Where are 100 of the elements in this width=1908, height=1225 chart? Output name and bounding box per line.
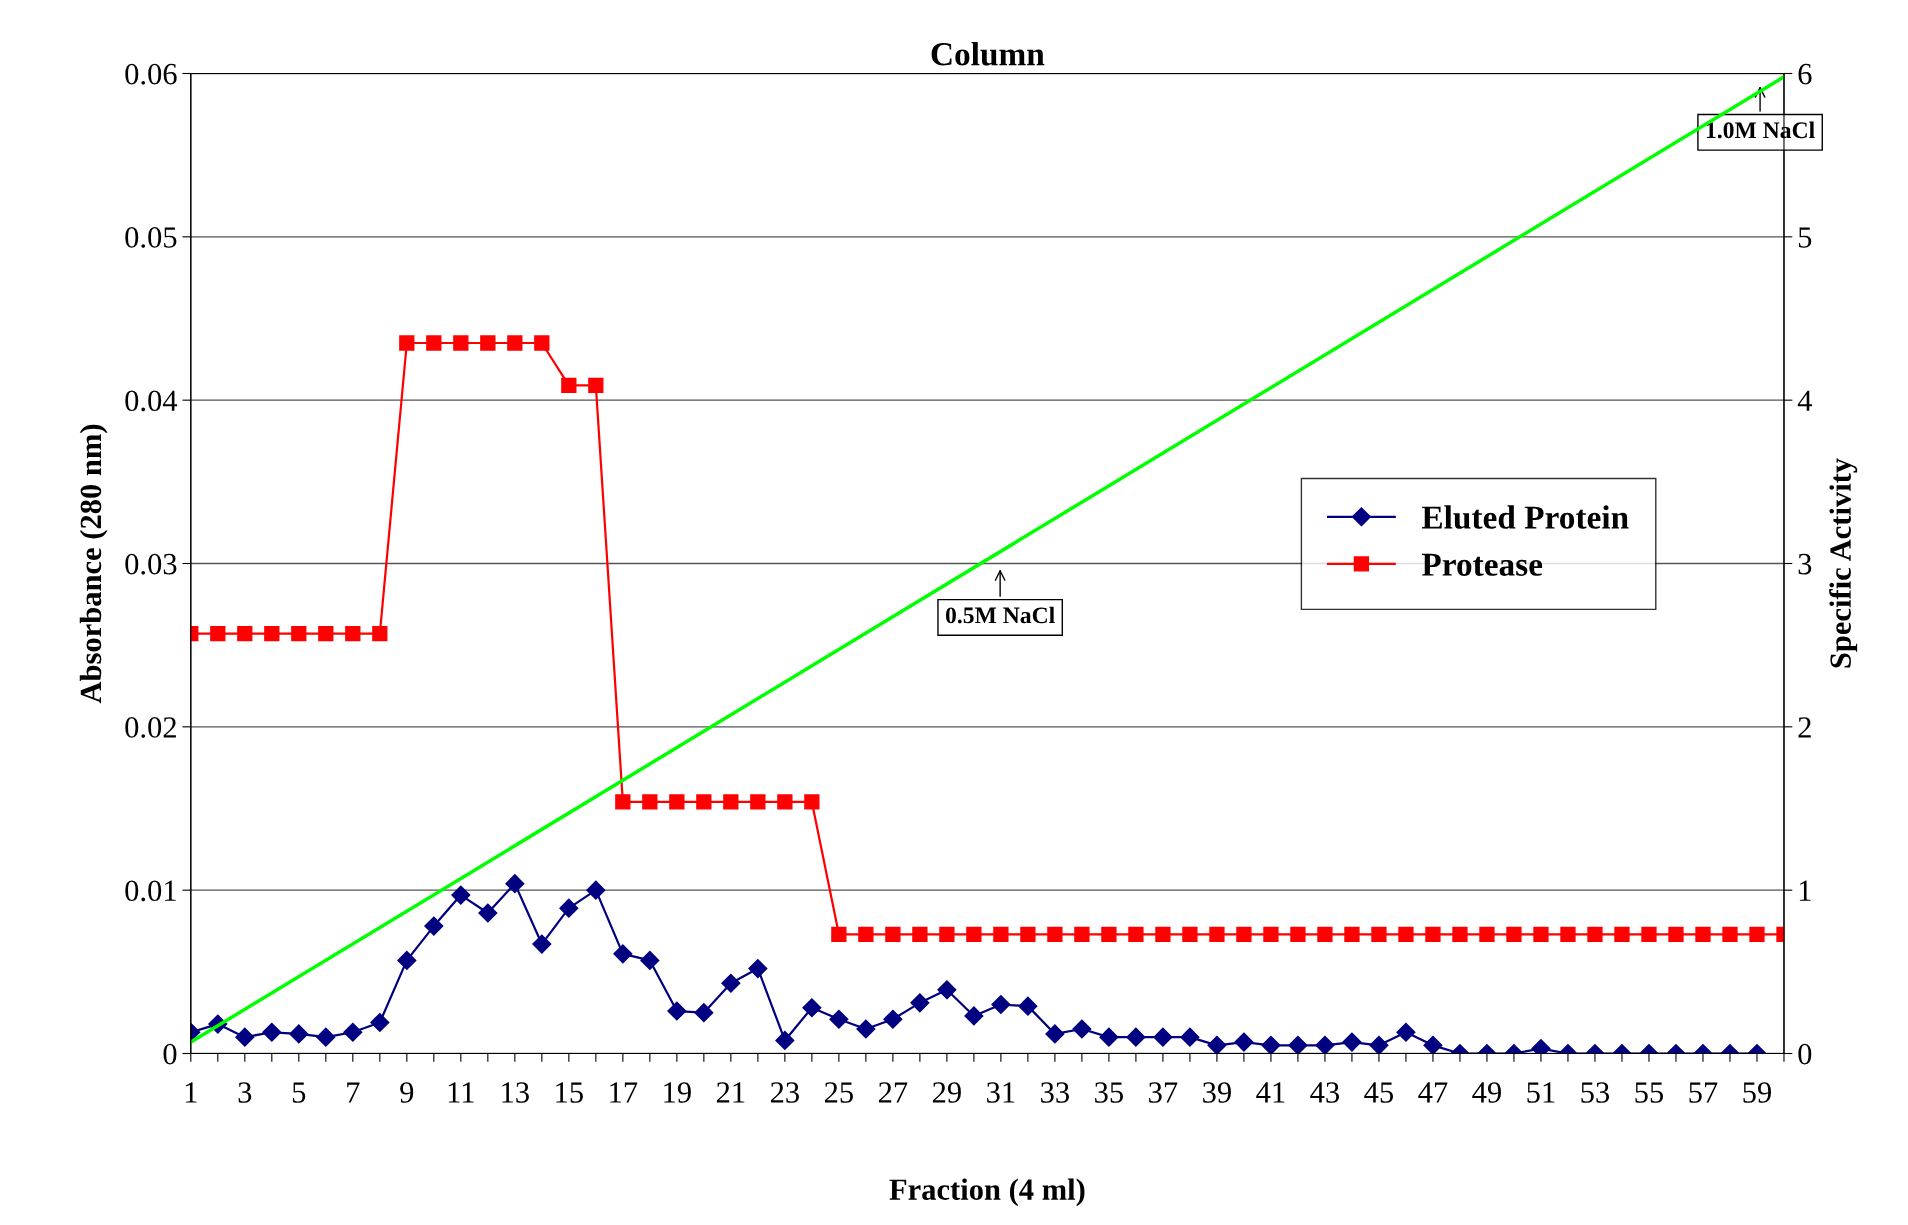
point (318, 626, 334, 642)
y-tick-label: 0.03 (125, 553, 177, 575)
point (1236, 926, 1252, 942)
point (1587, 926, 1603, 942)
point (1207, 1035, 1227, 1054)
y-tick-label: 0.01 (125, 880, 176, 902)
x-tick-label: 35 (1095, 1082, 1123, 1103)
point (804, 794, 820, 810)
legend-label: Eluted Protein (1421, 505, 1629, 529)
point (532, 934, 552, 954)
x-tick-label: 27 (878, 1082, 908, 1103)
point (723, 794, 739, 810)
x-tick-label: 17 (610, 1082, 638, 1103)
point (1209, 926, 1225, 942)
point (669, 794, 685, 810)
point (939, 926, 955, 942)
x-tick-label: 37 (1149, 1082, 1178, 1103)
x-tick-label: 43 (1310, 1082, 1340, 1103)
point (802, 998, 822, 1018)
point (966, 926, 982, 942)
point (667, 1001, 687, 1021)
point (1180, 1027, 1200, 1047)
point (399, 335, 415, 351)
y2-tick-label: 3 (1798, 553, 1812, 575)
point (1182, 926, 1198, 942)
y2-tick-label: 4 (1797, 390, 1812, 411)
x-tick-label: 29 (932, 1082, 961, 1103)
y-tick-label: 0.04 (125, 390, 178, 412)
point (1371, 926, 1387, 942)
point (910, 993, 930, 1013)
point (856, 1019, 876, 1039)
y-tick-label: 0.02 (125, 717, 176, 738)
point (210, 626, 226, 642)
y-axis-title: Absorbance (280 nm) (79, 424, 108, 704)
point (235, 1027, 255, 1047)
y2-axis-title: Specific Activity (1829, 458, 1858, 668)
point (1099, 1027, 1119, 1047)
x-tick-label: 33 (1041, 1082, 1069, 1103)
x-tick-label: 23 (770, 1082, 799, 1103)
point (937, 980, 957, 1000)
point (559, 898, 579, 918)
x-tick-label: 31 (987, 1082, 1015, 1103)
point (1020, 926, 1036, 942)
point (343, 1022, 363, 1042)
point (1641, 926, 1657, 942)
point (885, 926, 901, 942)
x-tick-label: 3 (238, 1082, 252, 1103)
chart-title: Column (931, 42, 1045, 66)
point (696, 794, 712, 810)
point (372, 626, 388, 642)
annotation: 0.5M NaCl (945, 606, 1055, 624)
x-tick-label: 9 (400, 1082, 414, 1103)
point (1722, 926, 1738, 942)
x-tick-label: 51 (1527, 1082, 1555, 1103)
y2-tick-label: 0 (1798, 1043, 1812, 1065)
point (1398, 926, 1414, 942)
point (775, 1030, 795, 1050)
point (912, 926, 928, 942)
point (237, 626, 253, 642)
point (640, 950, 660, 970)
point (883, 1009, 903, 1029)
x-axis-title: Fraction (4 ml) (889, 1178, 1085, 1207)
y2-tick-label: 1 (1799, 880, 1811, 901)
legend-label: Protease (1421, 553, 1543, 576)
point (1452, 926, 1468, 942)
point (1018, 996, 1038, 1016)
point (453, 335, 469, 351)
point (586, 880, 606, 900)
point (858, 926, 874, 942)
point (1074, 926, 1090, 942)
x-tick-label: 53 (1581, 1082, 1610, 1103)
x-tick-label: 39 (1203, 1082, 1231, 1103)
point (1423, 1035, 1443, 1054)
point (426, 335, 442, 351)
point (748, 959, 768, 979)
x-tick-label: 11 (448, 1082, 474, 1103)
point (991, 994, 1011, 1015)
y2-tick-label: 6 (1798, 63, 1812, 85)
point (1342, 1032, 1362, 1052)
point (1479, 926, 1495, 942)
point (1533, 926, 1549, 942)
point (289, 1024, 309, 1044)
point (534, 335, 550, 351)
point (750, 794, 766, 810)
point (829, 1009, 849, 1029)
point (721, 973, 741, 993)
x-tick-label: 49 (1472, 1082, 1501, 1103)
point (478, 903, 498, 923)
point (370, 1012, 390, 1033)
point (694, 1003, 714, 1023)
point (1263, 926, 1279, 942)
x-tick-label: 19 (664, 1082, 691, 1103)
point (1749, 926, 1765, 942)
point (1614, 926, 1630, 942)
point (291, 626, 307, 642)
x-tick-label: 7 (347, 1082, 360, 1103)
y2-tick-label: 2 (1798, 717, 1811, 738)
point (1317, 926, 1333, 942)
point (1668, 926, 1684, 942)
point (993, 926, 1009, 942)
